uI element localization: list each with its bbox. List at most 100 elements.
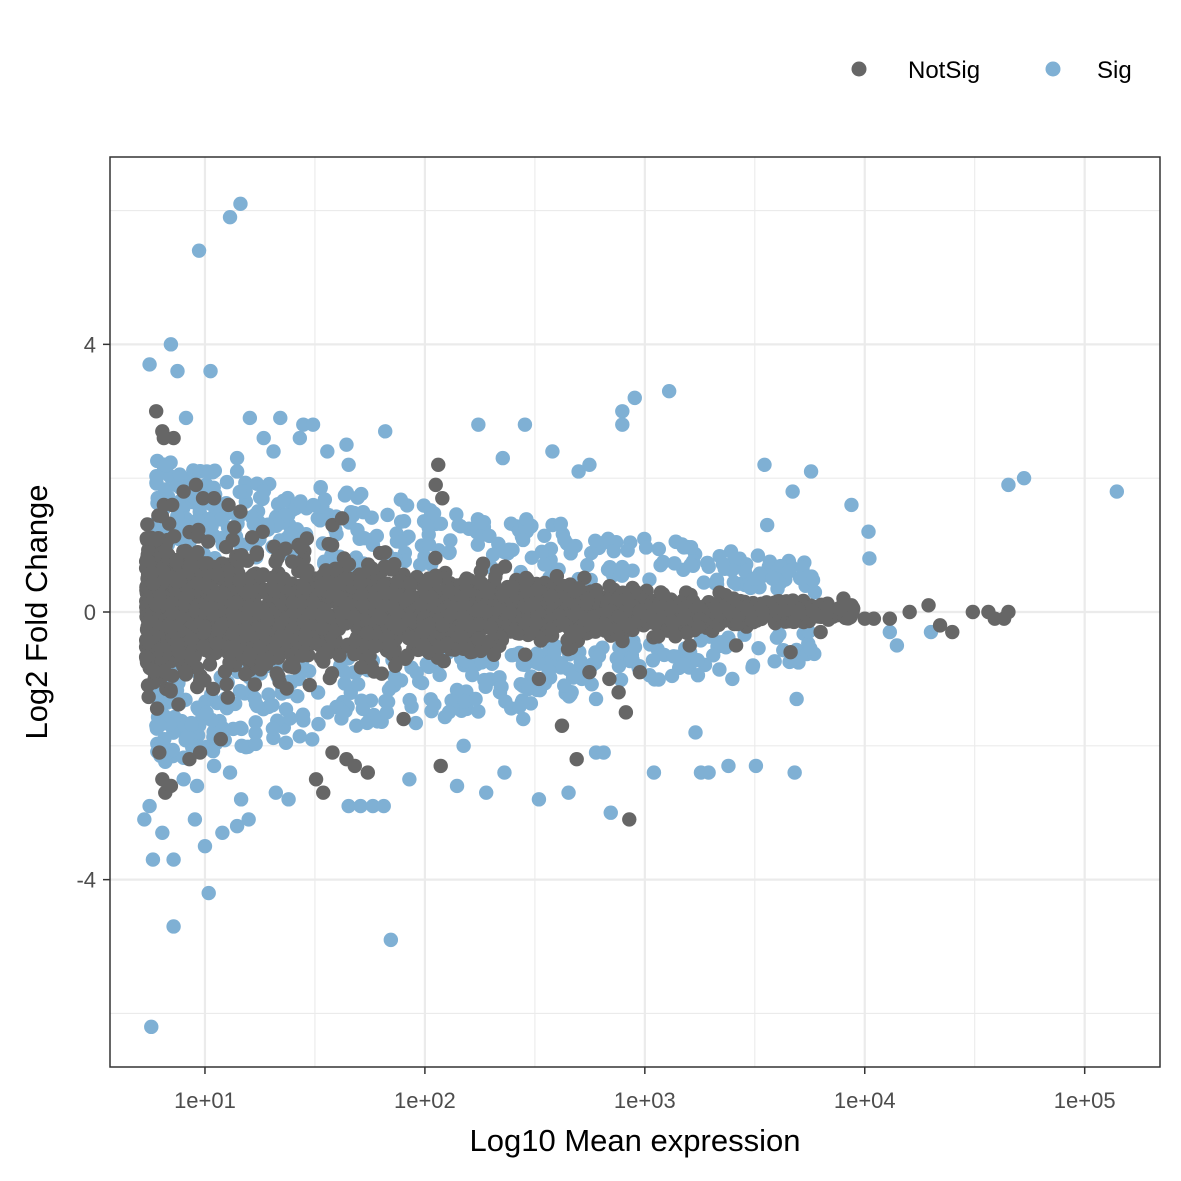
notsig-point — [325, 745, 340, 760]
notsig-point — [722, 604, 737, 619]
sig-point — [222, 210, 238, 225]
sig-point — [765, 571, 780, 586]
sig-point — [378, 693, 393, 709]
notsig-point — [182, 752, 197, 767]
x-tick-label: 1e+05 — [1054, 1088, 1116, 1113]
sig-point — [524, 550, 540, 565]
sig-point — [229, 818, 245, 834]
notsig-point — [184, 632, 199, 647]
x-tick-label: 1e+01 — [174, 1088, 236, 1113]
sig-point — [379, 705, 395, 720]
notsig-point — [414, 597, 429, 612]
notsig-point — [632, 665, 648, 680]
sig-point — [512, 699, 527, 715]
notsig-point — [320, 645, 336, 660]
sig-point — [688, 725, 703, 740]
notsig-point — [479, 604, 494, 619]
notsig-point — [377, 559, 392, 574]
notsig-point — [322, 670, 338, 686]
sig-point — [432, 667, 447, 683]
sig-point — [393, 492, 409, 507]
sig-point — [751, 640, 766, 656]
notsig-point — [299, 531, 315, 546]
notsig-point — [619, 617, 635, 633]
notsig-point — [247, 677, 263, 692]
sig-point — [273, 410, 288, 426]
sig-point — [421, 537, 437, 552]
notsig-point — [144, 565, 159, 581]
sig-point — [519, 512, 534, 527]
sig-point — [404, 699, 419, 714]
notsig-point — [233, 504, 248, 519]
notsig-point — [239, 623, 254, 638]
notsig-point — [222, 655, 237, 670]
sig-point — [580, 557, 595, 573]
sig-point — [180, 729, 195, 744]
notsig-point — [347, 758, 362, 774]
notsig-point — [488, 569, 503, 585]
sig-point — [803, 641, 818, 656]
notsig-point — [347, 634, 363, 649]
notsig-point — [945, 624, 960, 640]
sig-point — [176, 772, 191, 787]
notsig-point — [518, 616, 533, 631]
notsig-point — [206, 588, 222, 604]
notsig-point — [326, 624, 341, 640]
sig-point — [197, 838, 213, 854]
sig-point — [646, 765, 662, 780]
notsig-point — [346, 609, 362, 625]
notsig-point — [529, 582, 545, 598]
sig-point — [493, 680, 509, 695]
y-tick-label: 4 — [84, 332, 96, 357]
notsig-point — [464, 619, 479, 634]
sig-point — [337, 488, 353, 503]
sig-point — [232, 484, 247, 500]
notsig-point — [197, 619, 212, 634]
sig-point — [664, 668, 680, 684]
notsig-point — [225, 532, 240, 548]
sig-point — [292, 729, 307, 744]
sig-point — [582, 457, 597, 472]
sig-point — [281, 792, 296, 807]
notsig-point — [234, 547, 249, 563]
sig-point — [573, 654, 588, 669]
sig-point — [357, 531, 372, 546]
notsig-point — [441, 583, 456, 599]
notsig-point — [169, 554, 184, 569]
notsig-point — [664, 614, 680, 629]
sig-point — [725, 671, 740, 687]
sig-point — [781, 564, 796, 580]
notsig-point — [213, 731, 228, 747]
notsig-point — [676, 611, 691, 626]
notsig-point — [428, 477, 443, 493]
x-tick-label: 1e+04 — [834, 1088, 896, 1113]
sig-point — [515, 532, 531, 548]
sig-point — [229, 464, 245, 479]
x-tick-label: 1e+02 — [394, 1088, 456, 1113]
sig-point — [144, 1019, 159, 1035]
notsig-point — [209, 636, 225, 652]
sig-point — [378, 424, 393, 439]
sig-point — [229, 450, 245, 466]
notsig-point — [374, 666, 389, 681]
sig-point — [457, 693, 473, 709]
notsig-point — [165, 497, 180, 513]
sig-point — [449, 682, 465, 698]
sig-point — [1016, 470, 1032, 486]
notsig-point — [755, 604, 770, 619]
sig-point — [651, 541, 667, 557]
notsig-point — [580, 592, 595, 608]
notsig-point — [286, 660, 302, 675]
y-tick-label: 0 — [84, 600, 96, 625]
notsig-point — [354, 587, 369, 602]
sig-point — [449, 507, 464, 522]
notsig-point — [531, 671, 547, 687]
sig-point — [627, 639, 643, 655]
sig-point — [336, 705, 351, 720]
notsig-point — [313, 578, 329, 593]
notsig-point — [471, 631, 486, 646]
notsig-point — [151, 508, 166, 523]
sig-point — [547, 645, 562, 660]
notsig-point — [192, 745, 208, 760]
notsig-point — [226, 520, 242, 535]
